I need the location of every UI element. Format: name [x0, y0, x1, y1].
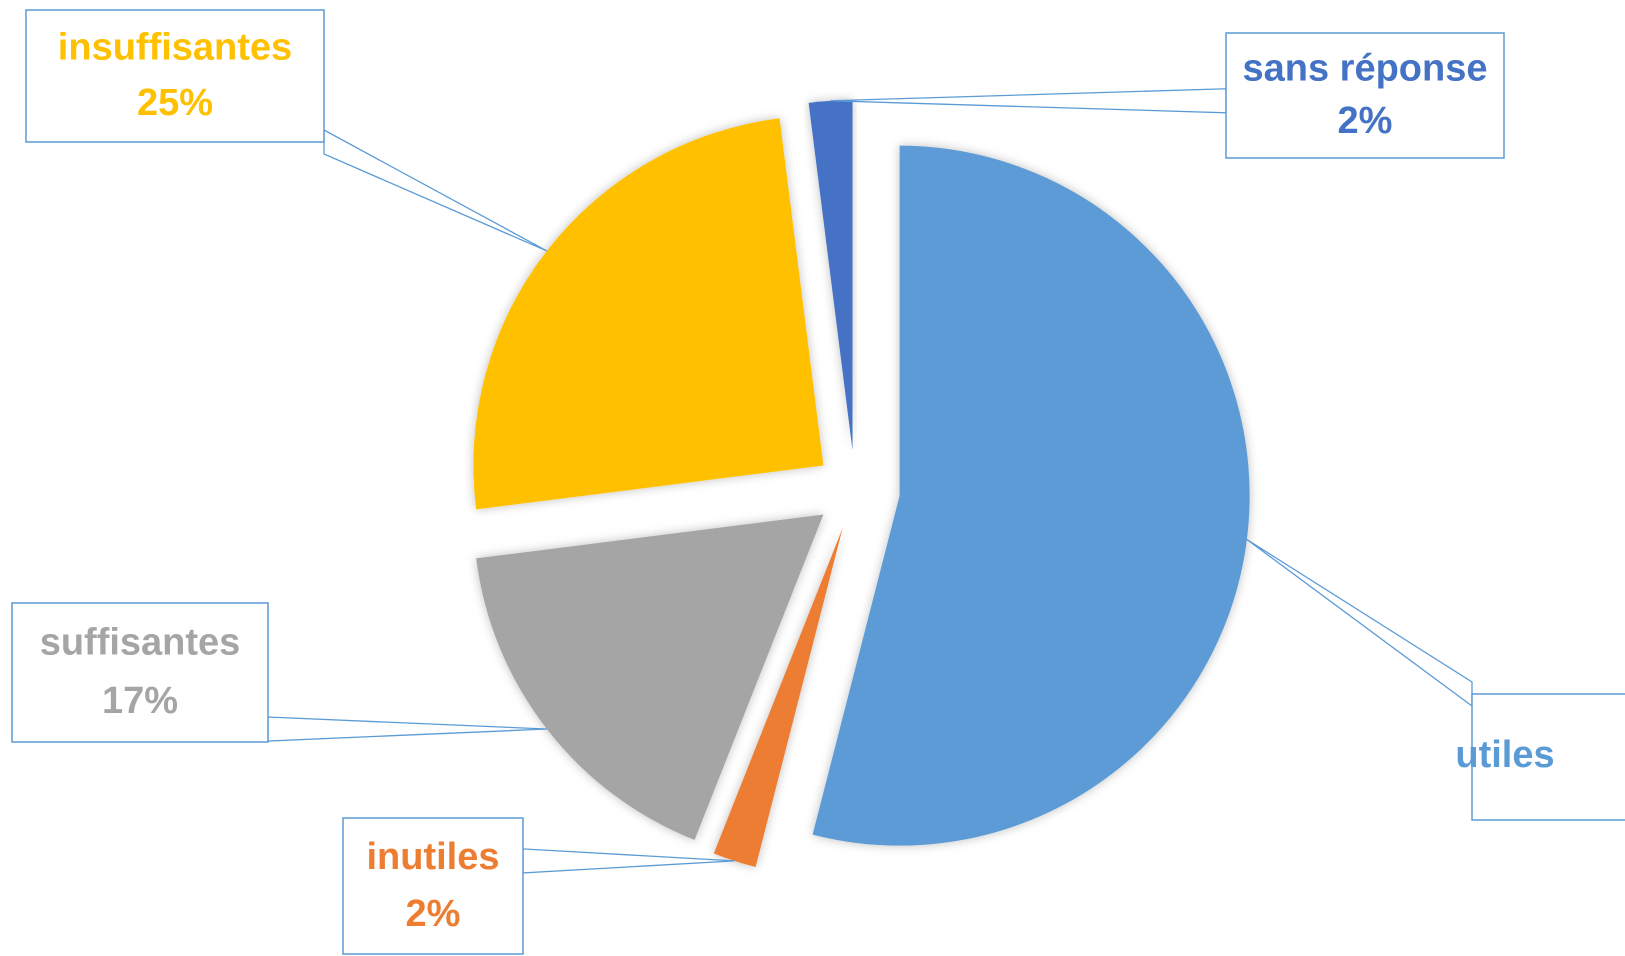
slice-value-label: 17%: [102, 680, 178, 722]
slice-value-label: 2%: [1338, 100, 1393, 142]
slice-value-label: 2%: [406, 893, 461, 935]
slice-label: sans réponse: [1243, 48, 1488, 90]
slice-value-label: 25%: [137, 82, 213, 124]
label-box: [25, 9, 325, 143]
pie-slice: [473, 118, 824, 510]
pie-slice: [713, 528, 843, 868]
leader-line: [522, 848, 735, 874]
label-box: [1471, 693, 1625, 821]
pie-slice: [476, 514, 824, 840]
pie-slice: [808, 100, 853, 451]
pie-slice: [812, 145, 1250, 846]
leader-line: [1246, 538, 1473, 708]
leader-line: [323, 128, 548, 252]
leader-line: [830, 88, 1227, 114]
label-box: [342, 817, 524, 955]
label-box: [11, 602, 269, 743]
leader-line: [267, 716, 547, 742]
slice-label: inutiles: [366, 836, 499, 878]
label-box: [1225, 32, 1505, 159]
slice-label: utiles: [1455, 734, 1554, 776]
slice-label: suffisantes: [40, 622, 241, 664]
slice-label: insuffisantes: [58, 27, 292, 69]
